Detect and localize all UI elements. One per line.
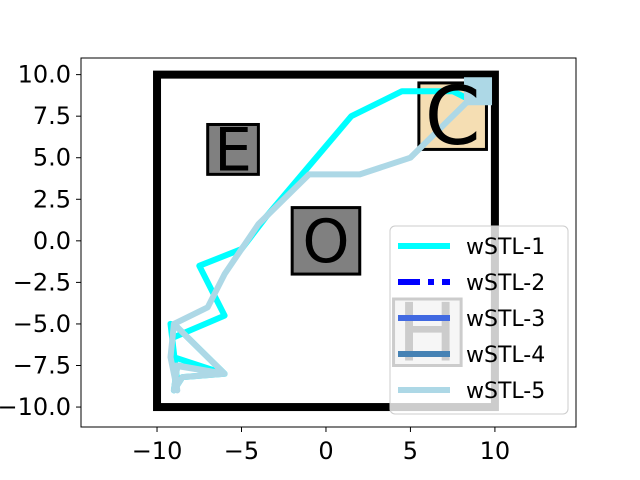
axes-layer: −10 −5 0 5 10 10.0 7.5 5.0 2.5 0.0 −2.5 −5.0 −7.5 −10… bbox=[0, 61, 510, 465]
y-tick-label: 10.0 bbox=[18, 61, 71, 89]
region-e-label: E bbox=[214, 115, 252, 185]
legend-label-4: wSTL-4 bbox=[466, 343, 545, 368]
x-tick-label: 10 bbox=[480, 437, 511, 465]
region-e-box bbox=[206, 122, 260, 176]
x-tick-label: 0 bbox=[318, 437, 333, 465]
legend-label-2: wSTL-2 bbox=[466, 271, 545, 296]
endpoint-marker bbox=[464, 77, 493, 106]
legend-label-1: wSTL-1 bbox=[466, 235, 545, 260]
y-tick-label: −10.0 bbox=[0, 393, 71, 421]
series-line-5 bbox=[167, 88, 481, 394]
region-c-label: C bbox=[425, 70, 481, 163]
y-tick-label: −5.0 bbox=[13, 310, 71, 338]
plot-frame bbox=[80, 57, 577, 428]
y-tick-label: 2.5 bbox=[33, 185, 71, 213]
legend-label-3: wSTL-3 bbox=[466, 307, 545, 332]
region-o-box bbox=[290, 206, 362, 276]
x-tick-label: 5 bbox=[403, 437, 418, 465]
region-o-label: O bbox=[302, 207, 349, 277]
y-tick-label: 7.5 bbox=[33, 102, 71, 130]
y-tick-label: 0.0 bbox=[33, 227, 71, 255]
x-tick-label: −10 bbox=[132, 437, 183, 465]
y-tick-label: 5.0 bbox=[33, 144, 71, 172]
lines-layer bbox=[167, 77, 493, 394]
y-tick-label: −7.5 bbox=[13, 352, 71, 380]
x-tick-label: −5 bbox=[224, 437, 259, 465]
y-tick-label: −2.5 bbox=[13, 268, 71, 296]
legend: wSTL-1 wSTL-2 wSTL-3 wSTL-4 wSTL-5 bbox=[389, 225, 569, 415]
legend-label-5: wSTL-5 bbox=[466, 379, 545, 404]
legend-box bbox=[389, 225, 569, 415]
